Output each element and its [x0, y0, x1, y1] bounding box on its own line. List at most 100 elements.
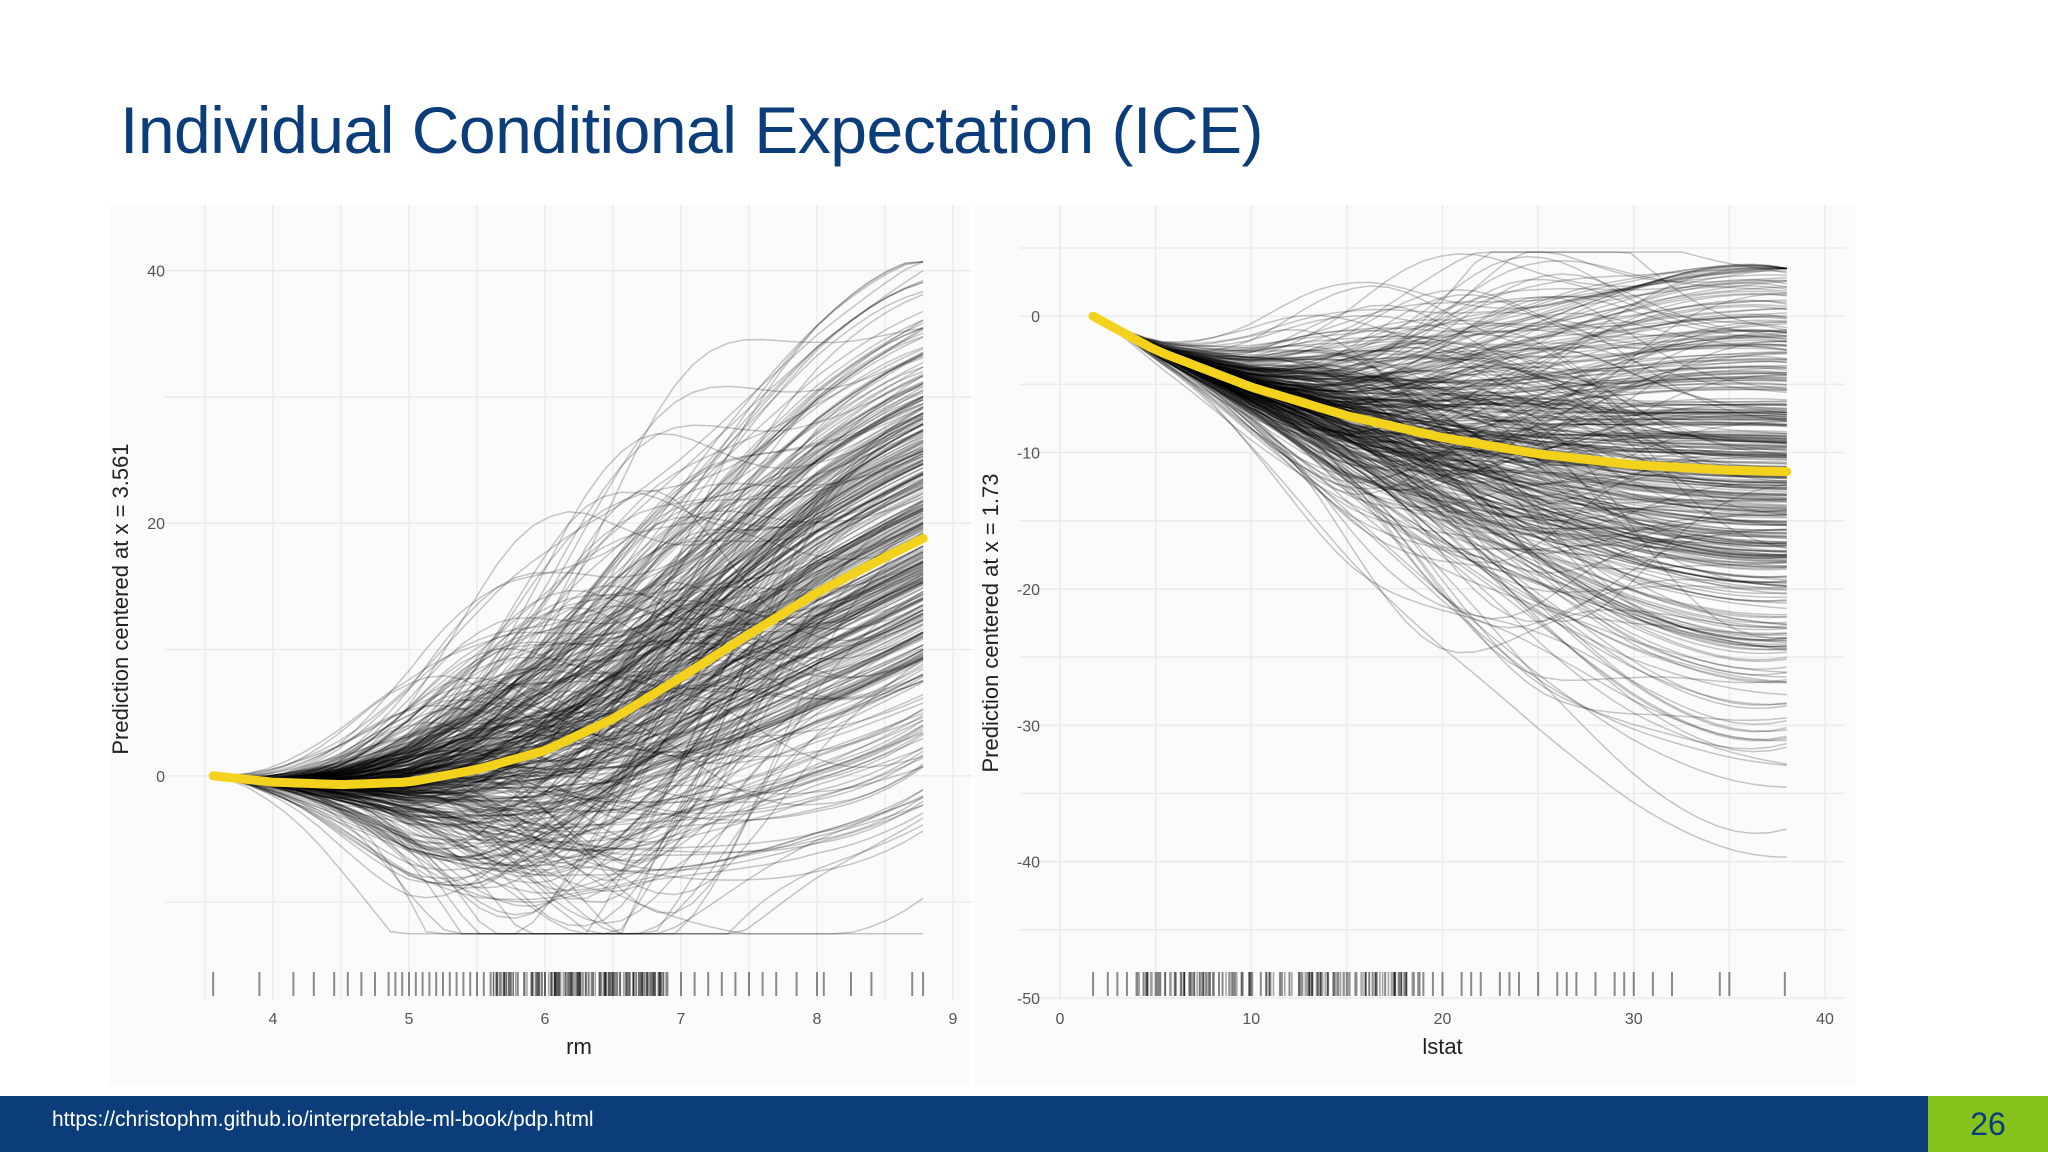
ice-line [1092, 315, 1787, 616]
ice-line [1092, 315, 1787, 583]
ice-line [1092, 267, 1787, 352]
ice-line [1092, 315, 1787, 416]
ice-line [213, 637, 924, 829]
ice-line [213, 608, 924, 779]
ice-line [213, 418, 924, 780]
ice-line [213, 415, 924, 821]
ice-line [213, 715, 924, 806]
rug-marks [1092, 972, 1786, 996]
ice-line [1092, 253, 1787, 358]
ice-line [213, 668, 924, 935]
ice-line [213, 499, 924, 778]
ice-line [213, 351, 924, 780]
ice-line [213, 439, 924, 780]
ice-line [213, 417, 924, 782]
ice-line [213, 322, 924, 780]
ice-line [213, 680, 924, 814]
ice-line [1092, 264, 1787, 378]
ice-line [1092, 315, 1787, 509]
ice-line [1092, 312, 1787, 359]
ice-line [213, 672, 924, 884]
ice-line [1092, 295, 1787, 375]
ice-line [213, 459, 924, 780]
ice-line [213, 775, 924, 877]
source-url[interactable]: https://christophm.github.io/interpretab… [52, 1108, 594, 1131]
ice-line [213, 396, 924, 779]
ice-line [213, 352, 924, 778]
ice-line [1092, 315, 1787, 419]
ice-line [1092, 314, 1787, 358]
ice-line [1092, 315, 1787, 589]
ice-line [213, 732, 924, 830]
ice-line [1092, 315, 1787, 706]
ice-line [1092, 315, 1787, 554]
ice-line [1092, 315, 1787, 676]
ice-line [213, 474, 924, 781]
ice-line [1092, 303, 1787, 415]
x-tick-label: 8 [813, 1011, 822, 1028]
ice-line [213, 593, 924, 857]
x-tick-label: 30 [1625, 1011, 1643, 1028]
ice-line [1092, 315, 1787, 369]
ice-line [1092, 315, 1787, 610]
ice-line [1092, 315, 1787, 642]
ice-line [1092, 315, 1787, 384]
ice-line [213, 775, 924, 935]
ice-line [1092, 315, 1787, 587]
y-tick-label: 20 [147, 516, 165, 533]
ice-line [1092, 315, 1787, 502]
ice-line [1092, 315, 1787, 422]
ice-line [213, 586, 924, 935]
ice-line [1092, 315, 1787, 753]
ice-line [1092, 315, 1787, 589]
ice-line [1092, 315, 1787, 372]
ice-line [213, 395, 924, 780]
ice-line [1092, 315, 1787, 683]
ice-line [1092, 315, 1787, 451]
ice-line [213, 552, 924, 781]
x-tick-label: 40 [1816, 1011, 1834, 1028]
ice-line [1092, 315, 1787, 406]
ice-line [213, 631, 924, 814]
ice-line [213, 281, 924, 782]
ice-line [213, 604, 924, 842]
ice-line [1092, 285, 1787, 353]
ice-line [213, 261, 924, 782]
ice-line [213, 612, 924, 832]
ice-line [213, 631, 924, 813]
ice-line [213, 591, 924, 795]
ice-line [213, 719, 924, 843]
ice-line [213, 660, 924, 801]
ice-line [213, 747, 924, 867]
ice-line [1092, 315, 1787, 631]
ice-line [213, 503, 924, 782]
ice-line [213, 445, 924, 782]
ice-line [213, 310, 924, 781]
ice-line [1092, 315, 1787, 859]
x-tick-label: 20 [1434, 1011, 1452, 1028]
ice-line [1092, 315, 1787, 472]
ice-line [1092, 251, 1787, 351]
ice-chart-lstat: 0 10 20 30 40 0 -10 -20 -30 -40 -50 lstat Prediction… [978, 205, 1845, 1059]
pdp-line [208, 533, 928, 790]
ice-line [213, 522, 924, 780]
ice-line [213, 467, 924, 782]
ice-line [1092, 266, 1787, 391]
ice-line [1092, 315, 1787, 414]
ice-line [213, 709, 924, 805]
ice-line [213, 716, 924, 870]
ice-line [1092, 255, 1787, 362]
ice-line [1092, 315, 1787, 416]
ice-line [213, 674, 924, 799]
ice-line [1092, 315, 1787, 390]
ice-line [1092, 288, 1787, 362]
ice-line [1092, 315, 1787, 436]
ice-line [1092, 315, 1787, 501]
ice-line [1092, 315, 1787, 523]
ice-line [213, 336, 924, 781]
ice-line [1092, 315, 1787, 480]
ice-line [213, 724, 924, 814]
ice-line [1092, 315, 1787, 629]
ice-line [1092, 315, 1787, 383]
ice-line [1092, 315, 1787, 602]
